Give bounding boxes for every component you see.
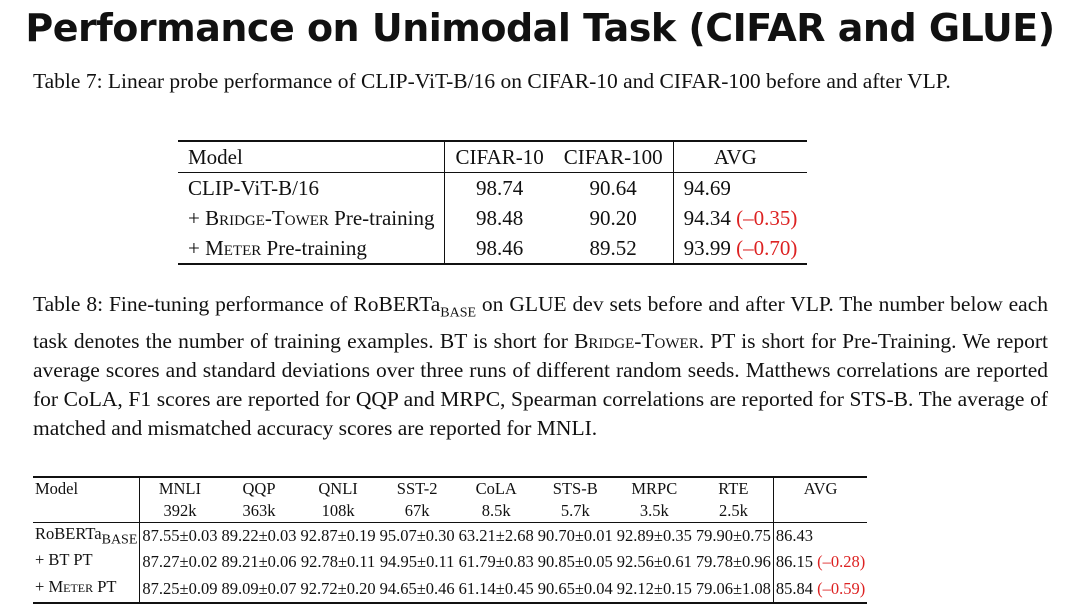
table8-value-cell: 61.79±0.83: [458, 552, 534, 572]
table-row: + Bridge-Tower Pre-training 98.48 90.20 …: [178, 203, 807, 233]
table8-value-cell: 92.12±0.15: [616, 578, 692, 598]
table8-value-cell: 94.95±0.11: [379, 552, 455, 572]
table8-value-cell: 87.25±0.09: [142, 578, 218, 598]
table8-size: 108k: [321, 501, 355, 520]
table8-model-cell: RoBERTaBASE: [33, 522, 141, 550]
table7-cifar10-cell: 98.46: [476, 235, 524, 260]
table7-avg-cell: 94.69: [683, 175, 731, 200]
table8-model-cell: + Meter PT: [33, 575, 141, 603]
table8-value-cell: 89.22±0.03: [221, 526, 297, 546]
table7-model-cell: CLIP-ViT-B/16: [178, 172, 446, 203]
table7-model-cell: + Bridge-Tower Pre-training: [178, 203, 446, 233]
table7-cifar10-cell: 98.48: [476, 205, 524, 230]
table8-header-task: QQP: [242, 479, 276, 498]
table8-value-cell: 90.85±0.05: [537, 552, 613, 572]
table-row: + Meter PT 87.25±0.09 89.09±0.07 92.72±0…: [33, 575, 868, 603]
table-row: CLIP-ViT-B/16 98.74 90.64 94.69: [178, 172, 807, 203]
table-row: RoBERTaBASE 87.55±0.03 89.22±0.03 92.87±…: [33, 522, 867, 550]
table7-header-row: Model CIFAR-10 CIFAR-100 AVG: [178, 141, 808, 173]
table-row: + Meter Pre-training 98.46 89.52 93.99 (…: [178, 233, 808, 264]
table7-caption: Table 7: Linear probe performance of CLI…: [33, 69, 951, 93]
table7-cifar100-cell: 90.20: [553, 203, 674, 233]
table8-size: 67k: [404, 501, 430, 520]
table8-header-model: Model: [33, 477, 141, 500]
table8-value-cell: 92.89±0.35: [616, 526, 692, 546]
table7-header-cifar100: CIFAR-100: [553, 141, 674, 173]
table8-value-cell: 89.21±0.06: [221, 552, 297, 572]
slide-title: Performance on Unimodal Task (CIFAR and …: [25, 6, 1055, 50]
table7: Model CIFAR-10 CIFAR-100 AVG CLIP-ViT-B/…: [178, 140, 808, 265]
table8-value-cell: 79.06±1.08: [693, 575, 774, 603]
negative-delta: (–0.35): [736, 205, 798, 230]
table8-header-task: CoLA: [475, 479, 517, 498]
table8-size-row: 392k 363k 108k 67k 8.5k 5.7k 3.5k 2.5k: [33, 500, 868, 523]
table8-size: 392k: [163, 501, 197, 520]
table7-avg-cell: 94.34 (–0.35): [683, 205, 798, 230]
table8-value-cell: 92.87±0.19: [300, 526, 376, 546]
table8-header-task: QNLI: [318, 479, 358, 498]
table7-header-model: Model: [178, 141, 446, 173]
table8-value-cell: 61.14±0.45: [458, 578, 534, 598]
table8: Model MNLI QQP QNLI SST-2 CoLA STS-B MRP…: [33, 476, 868, 604]
table8-value-cell: 87.27±0.02: [142, 552, 218, 572]
table8-header-task: STS-B: [552, 479, 598, 498]
table8-value-cell: 95.07±0.30: [379, 526, 455, 546]
negative-delta: (–0.28): [817, 552, 866, 572]
table8-value-cell: 63.21±2.68: [458, 526, 534, 546]
table8-value-cell: 87.55±0.03: [142, 526, 218, 546]
table8-size: 3.5k: [639, 501, 669, 520]
table8-caption: Table 8: Fine-tuning performance of RoBE…: [33, 292, 1048, 441]
table7-model-cell: + Meter Pre-training: [178, 233, 446, 264]
table8-value-cell: 89.09±0.07: [221, 578, 297, 598]
table7-header-avg: AVG: [714, 144, 757, 169]
table8-header-task: SST-2: [396, 479, 438, 498]
table7-cifar100-cell: 89.52: [553, 233, 674, 264]
table8-value-cell: 90.65±0.04: [537, 578, 613, 598]
table8-value-cell: 79.90±0.75: [693, 522, 774, 550]
table7-avg-cell: 93.99 (–0.70): [683, 235, 798, 260]
table7-cifar10-cell: 98.74: [476, 175, 524, 200]
table8-header-avg: AVG: [803, 479, 838, 498]
negative-delta: (–0.59): [817, 578, 866, 598]
table8-avg-cell: 86.43: [775, 526, 814, 546]
negative-delta: (–0.70): [736, 235, 798, 260]
table8-header-task: MNLI: [158, 479, 202, 498]
table8-size: 2.5k: [693, 500, 774, 523]
table8-value-cell: 92.56±0.61: [616, 552, 692, 572]
table8-header-row: Model MNLI QQP QNLI SST-2 CoLA STS-B MRP…: [33, 477, 868, 500]
table8-value-cell: 94.65±0.46: [379, 578, 455, 598]
table7-header-cifar10: CIFAR-10: [455, 144, 544, 169]
table7-cifar100-cell: 90.64: [553, 172, 674, 203]
table8-size: 5.7k: [560, 501, 590, 520]
table8-value-cell: 90.70±0.01: [537, 526, 613, 546]
table-row: + BT PT 87.27±0.02 89.21±0.06 92.78±0.11…: [33, 549, 867, 576]
table8-model-cell: + BT PT: [33, 549, 141, 576]
table8-avg-cell: 86.15 (–0.28): [775, 552, 866, 572]
table8-header-task: RTE: [693, 477, 774, 500]
table8-size: 8.5k: [481, 501, 511, 520]
table8-header-task: MRPC: [631, 479, 678, 498]
table8-size: 363k: [242, 501, 276, 520]
table8-value-cell: 92.72±0.20: [300, 578, 376, 598]
table8-value-cell: 92.78±0.11: [300, 552, 376, 572]
table8-value-cell: 79.78±0.96: [693, 549, 774, 576]
table8-avg-cell: 85.84 (–0.59): [775, 578, 866, 598]
